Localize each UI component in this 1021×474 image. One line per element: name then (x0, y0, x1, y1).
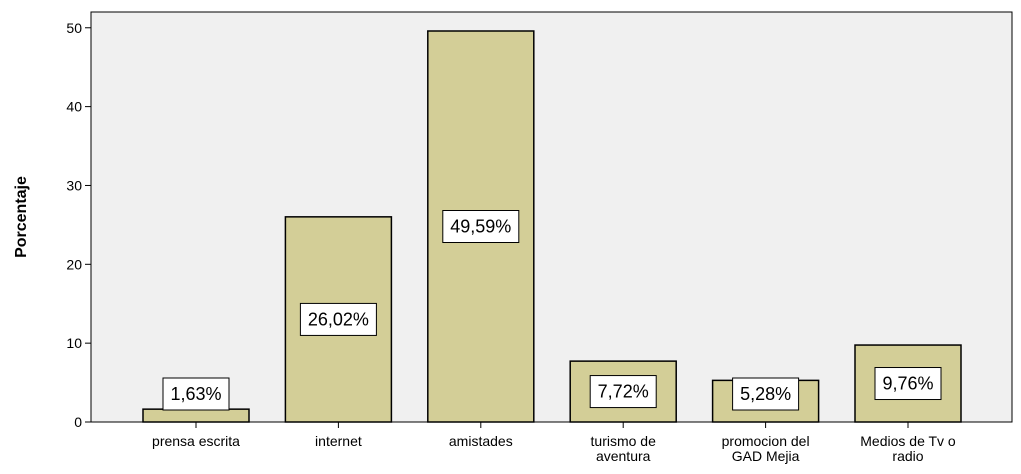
x-tick-label: internet (315, 433, 362, 449)
data-label-box (299, 302, 377, 336)
data-label-box (874, 367, 942, 401)
x-tick-label: amistades (449, 433, 513, 449)
bars-group: 1,63% 26,02% 49,59% 7,72% 5,28% 9,76% (142, 30, 962, 423)
data-label: 49,59% (450, 217, 511, 237)
data-label-box (442, 210, 520, 244)
data-label-box (589, 375, 657, 409)
x-tick-label: radio (892, 448, 923, 464)
y-tick-label: 30 (66, 177, 82, 193)
y-tick-label: 40 (66, 99, 82, 115)
bar (142, 408, 250, 423)
x-tick-label: prensa escrita (152, 433, 240, 449)
x-tick-label: GAD Mejia (732, 448, 800, 464)
y-tick-label: 10 (66, 335, 82, 351)
data-label: 1,63% (170, 384, 221, 404)
data-label-box (732, 377, 800, 411)
y-axis: 0 10 20 30 40 50 (66, 20, 91, 430)
y-tick-label: 20 (66, 256, 82, 272)
x-tick-label: turismo de (591, 433, 657, 449)
y-tick-label: 50 (66, 20, 82, 36)
data-label-box (162, 377, 230, 411)
data-label: 26,02% (308, 309, 369, 329)
y-tick-label: 0 (74, 414, 82, 430)
data-label: 5,28% (740, 384, 791, 404)
category-labels: prensa escrita internet amistades turismo d… (152, 422, 956, 464)
x-tick-label: Medios de Tv o (860, 433, 956, 449)
x-tick-label: aventura (596, 448, 651, 464)
y-axis-label: Porcentaje (13, 176, 30, 258)
data-label: 9,76% (882, 374, 933, 394)
data-label: 7,72% (598, 382, 649, 402)
x-tick-label: promocion del (722, 433, 810, 449)
